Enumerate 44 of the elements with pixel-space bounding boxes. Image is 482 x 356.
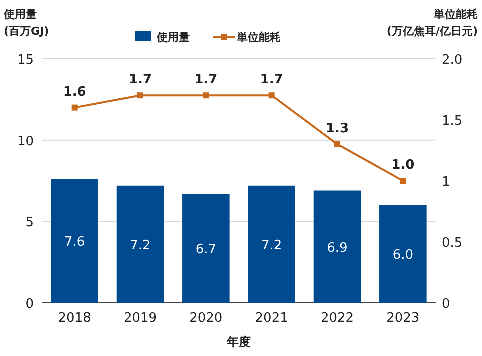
bar	[51, 179, 98, 303]
x-tick-label: 2018	[58, 311, 92, 326]
y2-tick-label: 1	[442, 175, 450, 190]
point	[268, 92, 275, 99]
legend-label: 単位能耗	[236, 31, 281, 44]
point	[138, 92, 144, 99]
data-label: 7.2	[130, 238, 151, 254]
y2-tick-label: 1.5	[442, 114, 463, 129]
y-tick-label: 0	[26, 297, 34, 312]
y-tick-label: 10	[17, 134, 34, 150]
bar	[314, 190, 362, 303]
y2-tick-label: 0.5	[442, 236, 463, 251]
y2-tick-label: 0	[442, 297, 450, 312]
data-label: 6.7	[196, 242, 217, 258]
y2-tick-label: 2.0	[442, 53, 463, 68]
data-label: 1.3	[326, 121, 350, 136]
y-axis-title: 使用量 (百万GJ)	[3, 8, 50, 38]
point	[203, 92, 210, 99]
data-label: 7.6	[64, 235, 86, 250]
data-label: 1.7	[260, 72, 284, 88]
legend-label: 使用量	[156, 31, 190, 44]
point	[334, 141, 340, 148]
data-label: 6.0	[392, 248, 414, 264]
data-label: 1.0	[392, 158, 415, 173]
point	[72, 104, 78, 111]
data-label: 1.6	[63, 84, 86, 100]
point	[400, 178, 406, 184]
x-tick-label: 2019	[124, 311, 158, 326]
x-tick-label: 2021	[255, 311, 288, 326]
bar	[116, 186, 164, 303]
bar	[182, 194, 230, 303]
bar	[248, 186, 296, 303]
x-tick-label: 2023	[386, 311, 420, 326]
data-label: 1.7	[128, 72, 152, 88]
x-tick-label: 2020	[190, 311, 223, 326]
data-label: 1.7	[194, 72, 218, 88]
y-tick-label: 15	[17, 53, 34, 68]
x-tick-label: 2022	[320, 311, 354, 326]
data-label: 6.9	[327, 240, 348, 256]
y2-axis-title: 単位能耗 (万亿焦耳/亿日元)	[386, 8, 478, 38]
bar	[380, 205, 427, 303]
x-axis-title: 年度	[226, 335, 251, 349]
data-label: 7.2	[261, 238, 282, 254]
y-tick-label: 5	[26, 216, 34, 231]
